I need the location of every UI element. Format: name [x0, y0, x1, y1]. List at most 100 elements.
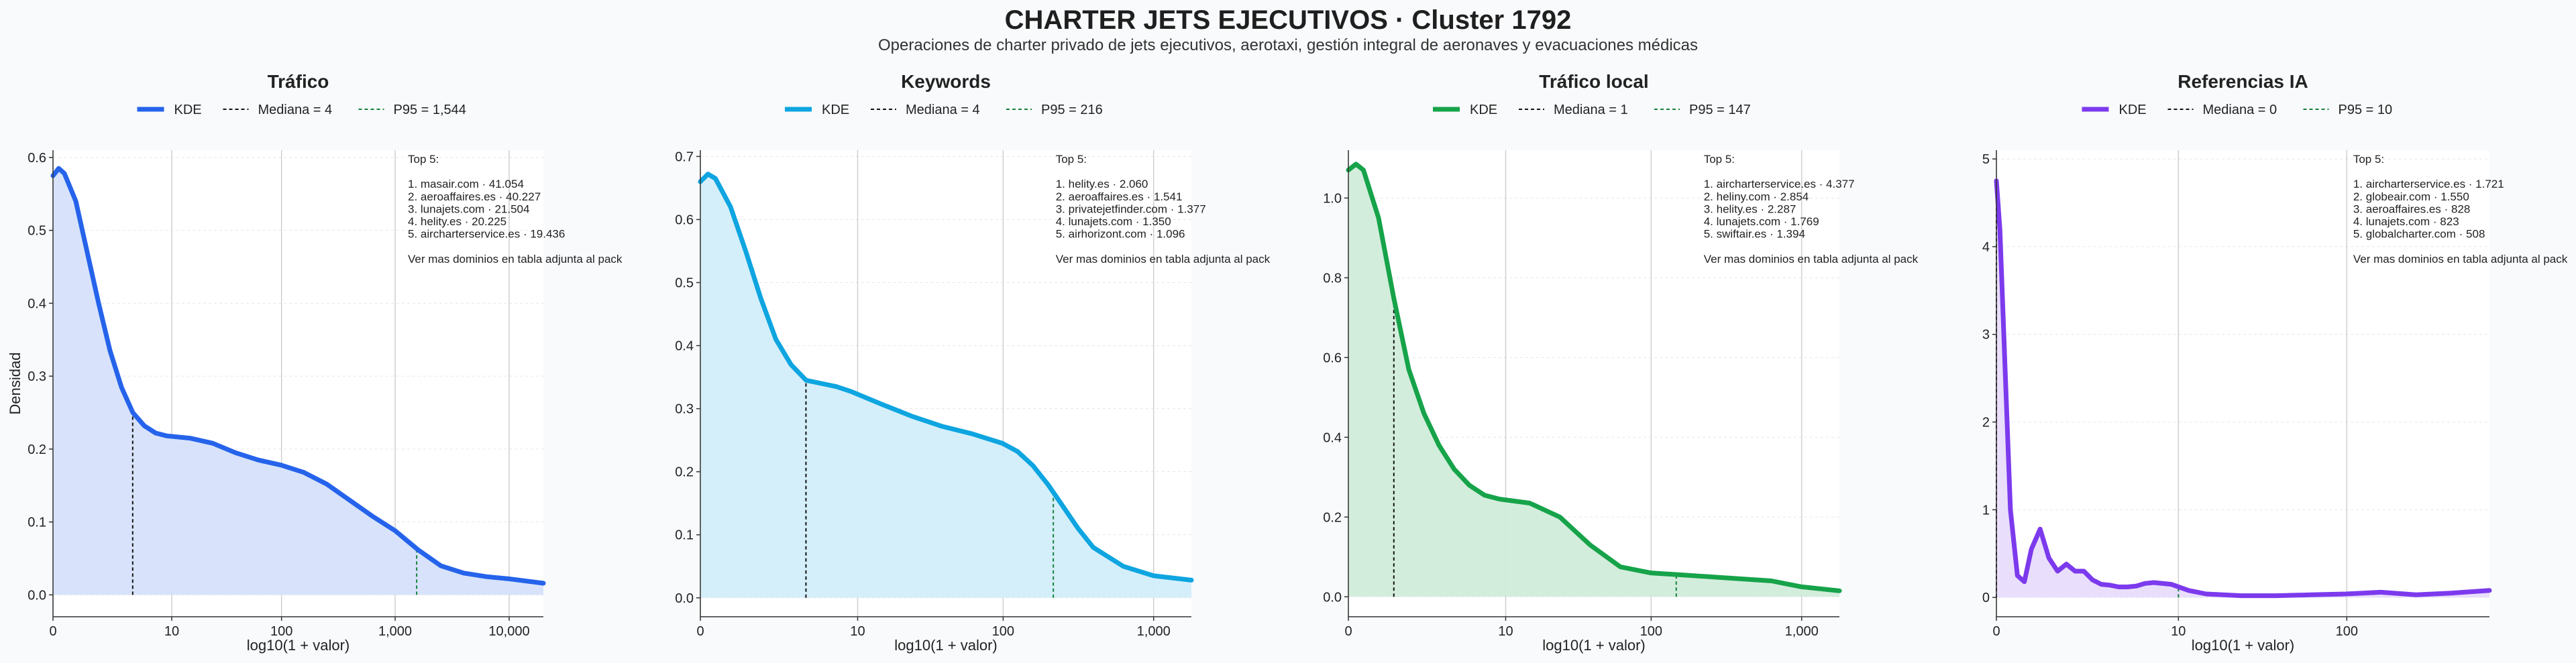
y-tick-label: 0.0 [675, 591, 694, 606]
y-tick-label: 1 [1982, 503, 1990, 518]
annotation-line: 4. lunajets.com · 823 [2353, 215, 2459, 228]
x-tick-label: 100 [992, 624, 1014, 639]
annotation-line: Top 5: [2353, 153, 2384, 166]
annotation-line: 5. aircharterservice.es · 19.436 [408, 228, 565, 241]
y-tick-label: 0.2 [675, 465, 694, 480]
annotation-line: 5. swiftair.es · 1.394 [1704, 228, 1805, 241]
x-tick-label: 10 [164, 624, 179, 639]
legend-label-kde: KDE [1470, 103, 1497, 117]
y-tick-label: 0.8 [1323, 271, 1342, 286]
x-tick-label: 100 [2336, 624, 2358, 639]
legend-label-median: Mediana = 4 [906, 103, 980, 117]
legend-label-kde: KDE [822, 103, 849, 117]
annotation-line: 2. globeair.com · 1.550 [2353, 190, 2469, 203]
y-tick-label: 0.6 [1323, 351, 1342, 365]
chart-panel-1: 0.0 0.1 0.2 0.3 0.4 0.5 0.6 0 10 100 1,000 10,000 Tr… [7, 71, 623, 654]
annotation-line: 1. masair.com · 41.054 [408, 178, 524, 190]
x-tick-label: 1,000 [1137, 624, 1171, 639]
panel-title: Tráfico [268, 71, 329, 92]
y-tick-label: 4 [1982, 240, 1990, 255]
annotation-line: 5. globalcharter.com · 508 [2353, 228, 2485, 241]
x-tick-label: 10,000 [488, 624, 529, 639]
annotation-line: Top 5: [1056, 153, 1087, 166]
annotation-line: 1. aircharterservice.es · 4.377 [1704, 178, 1855, 190]
kde-area [53, 168, 543, 595]
y-tick-label: 0.6 [675, 213, 694, 227]
annotation-line: 5. airhorizont.com · 1.096 [1056, 228, 1185, 241]
x-tick-label: 1,000 [1785, 624, 1819, 639]
y-tick-label: 2 [1982, 416, 1990, 430]
x-axis-label: log10(1 + valor) [2192, 637, 2294, 654]
annotation-line: Ver mas dominios en tabla adjunta al pac… [1056, 253, 1271, 265]
x-axis-label: log10(1 + valor) [247, 637, 350, 654]
y-tick-label: 0.3 [675, 402, 694, 417]
legend-label-kde: KDE [2119, 103, 2147, 117]
annotation-line: Ver mas dominios en tabla adjunta al pac… [1704, 253, 1919, 265]
annotation-line: 1. aircharterservice.es · 1.721 [2353, 178, 2504, 190]
y-tick-label: 0.5 [675, 276, 694, 291]
x-tick-label: 0 [696, 624, 704, 639]
kde-area [1996, 180, 2489, 598]
kde-area [700, 174, 1191, 598]
annotation-line: 2. heliny.com · 2.854 [1704, 190, 1809, 203]
x-tick-label: 0 [49, 624, 56, 639]
x-tick-label: 1,000 [378, 624, 412, 639]
annotation-line: 2. aeroaffaires.es · 40.227 [408, 190, 541, 203]
y-tick-label: 3 [1982, 328, 1990, 343]
chart-panel-2: 0.0 0.1 0.2 0.3 0.4 0.5 0.6 0.7 0 10 100 1,000 Keywo… [675, 71, 1270, 654]
annotation-line: 1. helity.es · 2.060 [1056, 178, 1148, 190]
y-axis-label: Densidad [7, 353, 23, 415]
chart-panel-4: 0 1 2 3 4 5 0 10 100 Referencias IA log10(1 + valo… [1982, 71, 2568, 654]
x-tick-label: 100 [1640, 624, 1662, 639]
plot-area [1996, 150, 2489, 617]
y-tick-label: 0.6 [28, 151, 46, 166]
x-axis-label: log10(1 + valor) [1542, 637, 1645, 654]
y-tick-label: 0.0 [1323, 590, 1342, 605]
annotation-line: 2. aeroaffaires.es · 1.541 [1056, 190, 1183, 203]
y-tick-label: 0.4 [28, 296, 46, 311]
legend-label-p95: P95 = 1,544 [394, 103, 466, 117]
panel-title: Tráfico local [1539, 71, 1648, 92]
x-tick-label: 100 [270, 624, 292, 639]
page-title: CHARTER JETS EJECUTIVOS · Cluster 1792 [1004, 5, 1572, 35]
legend-label-p95: P95 = 216 [1041, 103, 1103, 117]
legend-label-p95: P95 = 10 [2339, 103, 2393, 117]
kde-line [698, 172, 1194, 583]
y-tick-label: 0.2 [28, 442, 46, 457]
y-tick-label: 0.2 [1323, 510, 1342, 525]
y-tick-label: 0.5 [28, 224, 46, 239]
annotation-line: 4. lunajets.com · 1.350 [1056, 215, 1171, 228]
x-axis-label: log10(1 + valor) [894, 637, 997, 654]
x-tick-label: 10 [2171, 624, 2186, 639]
annotation-line: 4. lunajets.com · 1.769 [1704, 215, 1819, 228]
chart-panel-3: 0.0 0.2 0.4 0.6 0.8 1.0 0 10 100 1,000 Tráfico loc… [1323, 71, 1918, 654]
y-tick-label: 0 [1982, 591, 1990, 605]
y-tick-label: 0.7 [675, 149, 694, 164]
annotation-line: 3. privatejetfinder.com · 1.377 [1056, 202, 1206, 215]
y-tick-label: 0.1 [28, 516, 46, 530]
annotation-line: Ver mas dominios en tabla adjunta al pac… [2353, 253, 2568, 265]
legend-label-median: Mediana = 4 [258, 103, 333, 117]
annotation-line: 3. lunajets.com · 21.504 [408, 202, 529, 215]
panel-title: Keywords [901, 71, 991, 92]
y-tick-label: 0.4 [675, 339, 694, 354]
annotation-line: Top 5: [1704, 153, 1735, 166]
annotation-line: Ver mas dominios en tabla adjunta al pac… [408, 253, 623, 265]
y-tick-label: 1.0 [1323, 191, 1342, 206]
x-tick-label: 0 [1344, 624, 1352, 639]
y-tick-label: 0.0 [28, 588, 46, 603]
x-tick-label: 10 [850, 624, 865, 639]
kde-line [1346, 162, 1842, 593]
kde-line [1994, 178, 2492, 599]
y-tick-label: 5 [1982, 152, 1990, 167]
annotation-line: 3. aeroaffaires.es · 828 [2353, 202, 2471, 215]
x-tick-label: 10 [1498, 624, 1513, 639]
annotation-line: 3. helity.es · 2.287 [1704, 202, 1796, 215]
y-tick-label: 0.1 [675, 528, 694, 543]
page-subtitle: Operaciones de charter privado de jets e… [877, 36, 1699, 54]
legend-label-median: Mediana = 0 [2203, 103, 2277, 117]
annotation-line: 4. helity.es · 20.225 [408, 215, 506, 228]
x-tick-label: 0 [1992, 624, 2000, 639]
annotation-line: Top 5: [408, 153, 439, 166]
